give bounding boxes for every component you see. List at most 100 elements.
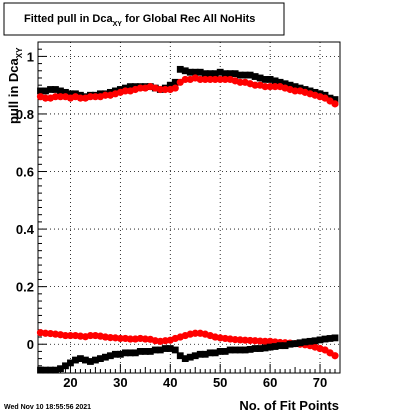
data-point: [201, 350, 209, 358]
data-point: [236, 71, 244, 79]
chart-title-main: Fitted pull in Dca: [24, 13, 113, 25]
y-tick-label: 1: [27, 49, 34, 64]
data-point: [136, 84, 144, 92]
data-point: [211, 75, 219, 84]
data-point: [196, 75, 204, 84]
data-point: [171, 78, 179, 86]
data-point: [57, 365, 64, 373]
data-point: [42, 87, 49, 95]
data-point: [211, 349, 219, 357]
data-point: [201, 70, 209, 78]
data-point: [236, 346, 244, 354]
data-point: [161, 85, 169, 94]
data-point: [316, 336, 324, 344]
data-point: [47, 366, 54, 374]
data-point: [331, 334, 339, 342]
data-point: [241, 346, 249, 354]
data-point: [146, 348, 154, 355]
data-point: [281, 342, 289, 350]
data-point: [306, 337, 314, 345]
y-tick-label: 0: [27, 337, 34, 352]
data-point: [226, 346, 234, 354]
x-tick-label: 20: [63, 375, 77, 390]
data-point: [291, 83, 299, 91]
chart-title-rest: for Global Rec All NoHits: [122, 13, 255, 25]
data-point: [141, 348, 149, 355]
data-point: [311, 337, 319, 345]
data-point: [171, 84, 179, 92]
data-point: [201, 75, 209, 84]
data-point: [121, 349, 129, 357]
y-tick-label: 0.4: [16, 222, 35, 237]
data-point: [216, 75, 224, 84]
data-point: [291, 87, 299, 95]
data-point: [37, 87, 44, 95]
data-point: [181, 355, 189, 363]
data-point: [206, 349, 214, 357]
axes: 20 30 40 50 60 70 0 0.2 0.4 0.6 0.8 1: [16, 41, 336, 390]
data-point: [56, 93, 65, 101]
data-point: [236, 78, 244, 86]
data-point: [186, 353, 194, 361]
y-axis-label-subscript: XY: [15, 47, 24, 58]
data-point: [331, 100, 339, 108]
title-box: [3, 2, 285, 36]
y-tick-label: 0.8: [16, 107, 34, 122]
data-point: [126, 83, 134, 91]
data-point: [62, 88, 69, 96]
data-point: [256, 74, 264, 82]
data-markers: [36, 65, 339, 374]
data-point: [276, 342, 284, 350]
x-tick-label: 30: [113, 375, 127, 390]
x-tick-label: 60: [263, 375, 277, 390]
data-point: [101, 353, 109, 361]
y-tick-label: 0.2: [16, 280, 34, 295]
data-point: [246, 71, 254, 79]
data-point: [72, 356, 79, 364]
y-axis-label: pull in DcaXY: [6, 47, 24, 124]
data-point: [156, 85, 164, 94]
series-4: [37, 334, 339, 374]
data-point: [156, 346, 164, 354]
data-point: [196, 350, 204, 358]
data-point: [101, 91, 109, 99]
data-point: [176, 65, 184, 73]
data-point: [216, 348, 224, 355]
data-point: [226, 70, 234, 78]
data-point: [41, 94, 50, 102]
data-point: [246, 345, 254, 353]
data-point: [61, 331, 70, 340]
data-point: [131, 349, 139, 357]
data-point: [286, 340, 294, 348]
data-point: [231, 346, 239, 354]
data-point: [121, 87, 129, 95]
data-point: [251, 73, 259, 80]
data-point: [86, 331, 95, 340]
data-point: [82, 356, 89, 364]
data-point: [211, 70, 219, 78]
data-point: [181, 75, 189, 84]
data-point: [151, 346, 159, 354]
data-point: [116, 334, 124, 343]
data-point: [261, 337, 269, 345]
data-point: [67, 90, 74, 98]
data-point: [92, 356, 99, 364]
data-point: [296, 339, 304, 347]
data-point: [261, 344, 269, 352]
data-point: [271, 83, 279, 91]
data-point: [166, 345, 174, 352]
data-point: [116, 350, 124, 358]
data-point: [261, 76, 269, 83]
data-point: [216, 68, 224, 76]
data-point: [331, 96, 339, 103]
data-point: [77, 355, 84, 363]
data-point: [221, 348, 229, 355]
x-tick-label: 40: [163, 375, 177, 390]
data-point: [266, 76, 274, 83]
data-point: [62, 362, 69, 370]
data-point: [221, 75, 229, 84]
data-point: [251, 345, 259, 352]
y-tick-label: 0.6: [16, 165, 34, 180]
data-point: [52, 366, 59, 374]
